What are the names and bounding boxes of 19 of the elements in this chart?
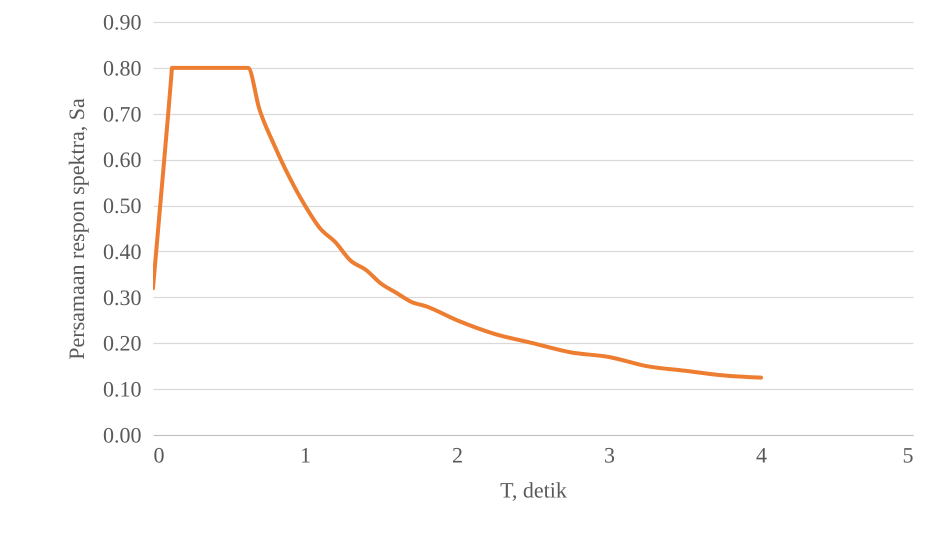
y-tick-label: 0.80 xyxy=(103,55,142,80)
y-tick-label: 0.30 xyxy=(103,284,142,310)
y-tick-label: 0.10 xyxy=(103,376,142,402)
y-tick-label: 0.40 xyxy=(103,238,142,264)
x-tick-label: 4 xyxy=(756,442,767,468)
y-tick-label: 0.90 xyxy=(103,10,142,34)
y-tick-label: 0.70 xyxy=(103,101,142,126)
y-tick-label: 0.50 xyxy=(103,193,142,218)
line-series xyxy=(153,66,763,380)
x-axis-title: T, detik xyxy=(500,478,567,502)
x-tick-label: 3 xyxy=(604,442,615,468)
y-axis-title: Persamaan respon spektra, Sa xyxy=(64,98,89,360)
x-tick-label: 2 xyxy=(452,442,463,468)
y-tick-label: 0.60 xyxy=(103,147,142,172)
x-tick-label: 1 xyxy=(300,442,311,468)
x-tick-label: 5 xyxy=(902,442,914,468)
y-tick-label: 0.20 xyxy=(103,330,142,356)
y-tick-label: 0.00 xyxy=(103,422,142,448)
x-tick-label: 0 xyxy=(154,442,164,468)
